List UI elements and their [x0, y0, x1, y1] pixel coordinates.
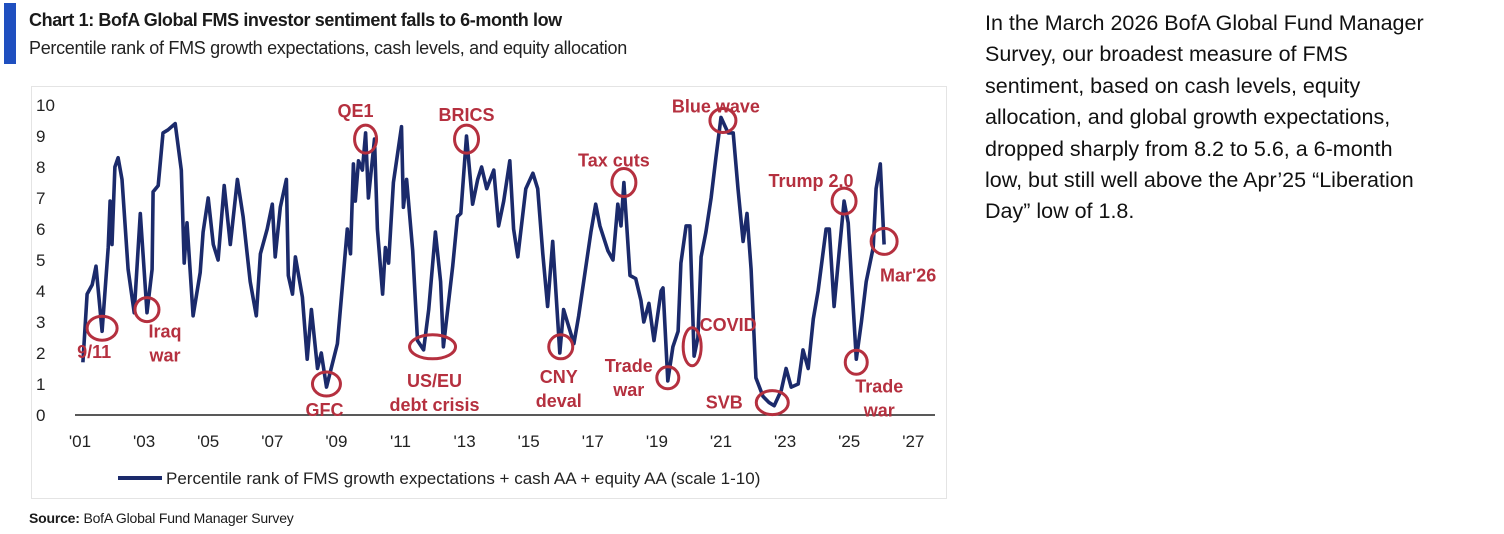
x-tick-label: '09 [325, 432, 347, 451]
y-tick-label: 7 [36, 189, 45, 208]
annotation-label: COVID [700, 315, 757, 335]
annotation-label: deval [536, 391, 582, 411]
x-tick-label: '19 [646, 432, 668, 451]
annotation-label: Mar'26 [880, 265, 936, 285]
annotation-circle [708, 107, 738, 134]
legend-label: Percentile rank of FMS growth expectatio… [166, 469, 760, 488]
y-tick-label: 4 [36, 282, 45, 301]
annotation-circle [310, 370, 342, 398]
annotation-circle [353, 123, 379, 155]
annotation-circle [408, 333, 458, 361]
commentary-line: Day” low of 1.8. [985, 199, 1135, 224]
x-tick-label: '11 [390, 432, 411, 451]
series-line [81, 115, 886, 408]
y-tick-label: 0 [36, 406, 45, 425]
annotation-circle [655, 365, 681, 391]
annotation-label: Trump 2.0 [769, 171, 854, 191]
x-tick-label: '17 [582, 432, 604, 451]
annotation-label: Iraq [148, 322, 181, 342]
x-tick-label: '03 [133, 432, 155, 451]
annotation-label: CNY [540, 367, 578, 387]
x-tick-label: '21 [710, 432, 732, 451]
commentary: In the March 2026 BofA Global Fund Manag… [985, 8, 1424, 228]
annotation-label: Blue wave [672, 97, 760, 117]
chart-frame [31, 86, 947, 499]
y-tick-label: 1 [36, 375, 45, 394]
chart-subtitle: Percentile rank of FMS growth expectatio… [29, 38, 627, 58]
annotation-label: QE1 [338, 101, 374, 121]
source-note: Source: BofA Global Fund Manager Survey [29, 510, 294, 526]
annotation-circle [830, 186, 858, 216]
y-tick-label: 9 [36, 127, 45, 146]
annotation-label: US/EU [407, 371, 462, 391]
source-text: BofA Global Fund Manager Survey [83, 510, 294, 526]
commentary-line: low, but still well above the Apr’25 “Li… [985, 168, 1414, 193]
annotation-label: SVB [706, 393, 743, 413]
x-tick-label: '15 [518, 432, 540, 451]
y-tick-label: 10 [36, 96, 55, 115]
annotation-circle [843, 348, 869, 376]
annotation-label: Trade [605, 356, 653, 376]
annotation-label: BRICS [439, 105, 495, 125]
annotation-label: Trade [855, 376, 903, 396]
x-tick-label: '13 [454, 432, 476, 451]
source-label: Source: [29, 510, 80, 526]
commentary-line: allocation, and global growth expectatio… [985, 105, 1391, 130]
annotation-circle [869, 226, 899, 256]
x-tick-label: '05 [197, 432, 219, 451]
annotation-circle [610, 167, 638, 198]
annotation-label: war [863, 400, 895, 420]
accent-bar [4, 3, 16, 64]
annotation-label: Tax cuts [578, 151, 650, 171]
sentiment-line-chart: 0 1 2 3 4 5 6 7 8 9 10 '01 '03 '05 '07 '09 '11 '13 '15 '17 '… [36, 96, 936, 488]
y-tick-label: 5 [36, 251, 45, 270]
annotation-label: war [148, 346, 180, 366]
y-tick-label: 8 [36, 158, 45, 177]
y-tick-label: 3 [36, 313, 45, 332]
annotation-circle [681, 326, 703, 368]
x-tick-label: '07 [261, 432, 283, 451]
y-tick-label: 2 [36, 344, 45, 363]
annotation-circle [547, 333, 575, 361]
commentary-line: In the March 2026 BofA Global Fund Manag… [985, 11, 1424, 35]
annotation-circle [133, 296, 161, 324]
annotation-circle [754, 389, 790, 417]
chart-title: Chart 1: BofA Global FMS investor sentim… [29, 10, 562, 30]
x-tick-label: '23 [774, 432, 796, 451]
annotation-label: 9/11 [77, 342, 111, 362]
x-tick-label: '27 [902, 432, 924, 451]
x-tick-label: '01 [69, 432, 91, 451]
annotation-circle [85, 314, 119, 342]
annotation-label: debt crisis [390, 395, 480, 415]
commentary-line: Survey, our broadest measure of FMS [985, 42, 1348, 67]
y-tick-label: 6 [36, 220, 45, 239]
annotation-label: war [612, 380, 644, 400]
commentary-line: dropped sharply from 8.2 to 5.6, a 6-mon… [985, 136, 1393, 161]
x-tick-label: '25 [838, 432, 860, 451]
annotation-label: GFC [305, 400, 343, 420]
annotation-circle [453, 123, 481, 155]
commentary-line: sentiment, based on cash levels, equity [985, 73, 1361, 98]
